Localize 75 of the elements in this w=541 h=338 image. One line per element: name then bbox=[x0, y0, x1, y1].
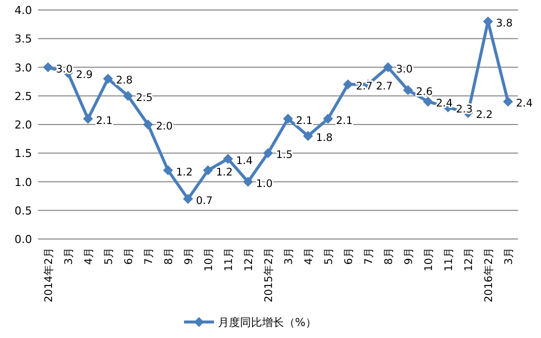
x-tick-label: 11月 bbox=[223, 247, 235, 272]
data-label: 1.2 bbox=[176, 166, 193, 178]
x-tick-label: 2015年2月 bbox=[263, 247, 275, 302]
point bbox=[123, 90, 133, 101]
x-tick-label: 4月 bbox=[303, 247, 315, 265]
point bbox=[323, 114, 333, 124]
y-tick-label: 3.5 bbox=[14, 32, 32, 46]
x-tick-label: 9月 bbox=[403, 247, 415, 265]
data-label: 2.0 bbox=[156, 120, 173, 132]
data-label: 2.1 bbox=[296, 114, 313, 127]
data-label: 2.2 bbox=[476, 109, 493, 122]
y-tick-label: 4.0 bbox=[14, 4, 32, 17]
x-tick-label: 12月 bbox=[463, 247, 475, 272]
x-tick-label: 6月 bbox=[343, 247, 355, 265]
x-tick-label: 11月 bbox=[443, 247, 455, 272]
y-tick-label: 2.0 bbox=[14, 118, 32, 132]
data-label: 2.9 bbox=[76, 68, 93, 81]
data-label: 2.8 bbox=[116, 74, 133, 87]
data-label: 2.6 bbox=[416, 86, 434, 98]
y-tick-label: 0.5 bbox=[14, 204, 32, 218]
point bbox=[143, 120, 153, 130]
point bbox=[223, 154, 233, 164]
data-label: 2.4 bbox=[516, 98, 534, 110]
data-label: 1.8 bbox=[316, 132, 333, 144]
x-tick-label: 12月 bbox=[243, 247, 255, 272]
point bbox=[83, 114, 93, 124]
y-tick-label: 3.0 bbox=[14, 61, 32, 74]
data-label: 1.5 bbox=[276, 149, 293, 162]
x-tick-label: 2014年2月 bbox=[43, 247, 55, 302]
point bbox=[503, 96, 513, 107]
data-label: 0.7 bbox=[196, 194, 213, 207]
point bbox=[263, 148, 273, 158]
x-tick-label: 9月 bbox=[183, 247, 195, 265]
legend: 月度同比增长（%） bbox=[184, 316, 316, 329]
x-tick-label: 7月 bbox=[363, 247, 375, 265]
y-tick-label: 1.5 bbox=[14, 147, 32, 160]
data-label: 3.0 bbox=[396, 63, 413, 76]
data-label: 2.1 bbox=[336, 114, 353, 127]
y-tick-label: 2.5 bbox=[14, 90, 32, 103]
point bbox=[423, 96, 433, 107]
data-label: 1.0 bbox=[256, 178, 273, 190]
x-tick-label: 8月 bbox=[383, 247, 395, 265]
point bbox=[283, 114, 293, 124]
data-label: 2.1 bbox=[96, 114, 113, 127]
x-tick-label: 7月 bbox=[143, 247, 155, 265]
point bbox=[43, 62, 53, 72]
point bbox=[383, 62, 393, 72]
x-tick-label: 3月 bbox=[283, 247, 295, 265]
point bbox=[343, 79, 353, 90]
x-tick-label: 5月 bbox=[323, 247, 335, 265]
legend-label: 月度同比增长（%） bbox=[218, 316, 316, 329]
y-tick-label: 0.0 bbox=[14, 233, 32, 246]
x-tick-label: 6月 bbox=[123, 247, 135, 265]
x-tick-label: 4月 bbox=[83, 247, 95, 265]
x-tick-label: 5月 bbox=[103, 247, 115, 265]
point bbox=[203, 165, 213, 176]
x-tick-label: 10月 bbox=[423, 247, 435, 272]
x-tick-label: 10月 bbox=[203, 247, 215, 272]
data-label: 2.5 bbox=[136, 92, 153, 104]
point bbox=[243, 176, 253, 187]
x-tick-label: 3月 bbox=[503, 247, 515, 265]
point bbox=[183, 194, 193, 204]
data-label: 1.4 bbox=[236, 154, 254, 167]
data-label: 2.4 bbox=[436, 98, 454, 110]
point bbox=[403, 85, 413, 96]
y-tick-label: 1.0 bbox=[14, 176, 32, 189]
data-label: 1.2 bbox=[216, 166, 233, 178]
point bbox=[163, 165, 173, 176]
point bbox=[303, 130, 313, 141]
point bbox=[103, 74, 113, 84]
data-label: 3.8 bbox=[496, 17, 513, 30]
x-tick-label: 3月 bbox=[63, 247, 75, 265]
data-label: 2.7 bbox=[376, 80, 393, 92]
x-tick-label: 8月 bbox=[163, 247, 175, 265]
x-tick-label: 2016年2月 bbox=[483, 247, 495, 302]
